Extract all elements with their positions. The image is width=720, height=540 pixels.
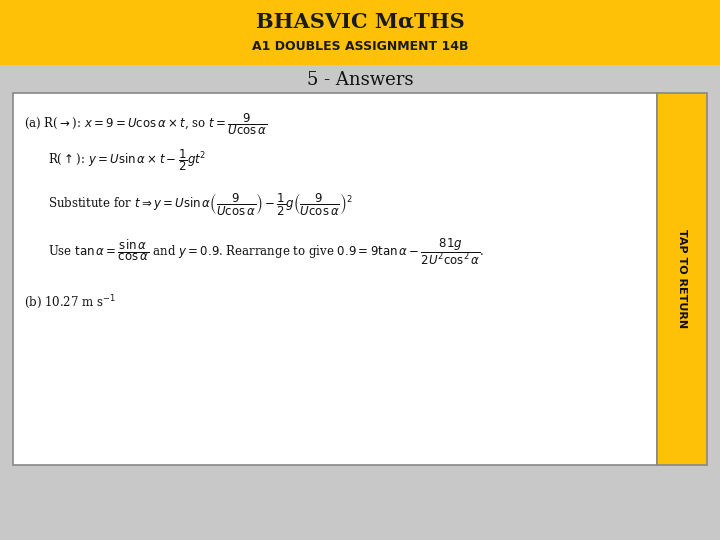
Text: (a) R($\rightarrow$): $x = 9 = U\cos\alpha \times t$, so $t = \dfrac{9}{U\cos\al: (a) R($\rightarrow$): $x = 9 = U\cos\alp… [24, 111, 268, 137]
Text: Use $\tan\alpha = \dfrac{\sin\alpha}{\cos\alpha}$ and $y = 0.9$. Rearrange to gi: Use $\tan\alpha = \dfrac{\sin\alpha}{\co… [48, 237, 485, 267]
Text: 5 - Answers: 5 - Answers [307, 71, 413, 89]
Bar [0, 0, 720, 65]
Text: BHASVIC MαTHS: BHASVIC MαTHS [256, 12, 464, 32]
Bar [13, 93, 657, 465]
Bar [657, 93, 707, 465]
Text: Substitute for $t \Rightarrow y = U\sin\alpha\left(\dfrac{9}{U\cos\alpha}\right): Substitute for $t \Rightarrow y = U\sin\… [48, 191, 353, 217]
Text: TAP TO RETURN: TAP TO RETURN [677, 230, 687, 328]
Text: A1 DOUBLES ASSIGNMENT 14B: A1 DOUBLES ASSIGNMENT 14B [252, 40, 468, 53]
Text: (b) 10.27 m s$^{-1}$: (b) 10.27 m s$^{-1}$ [24, 293, 116, 311]
Text: R($\uparrow$): $y = U\sin\alpha \times t - \dfrac{1}{2}gt^2$: R($\uparrow$): $y = U\sin\alpha \times t… [48, 147, 207, 173]
